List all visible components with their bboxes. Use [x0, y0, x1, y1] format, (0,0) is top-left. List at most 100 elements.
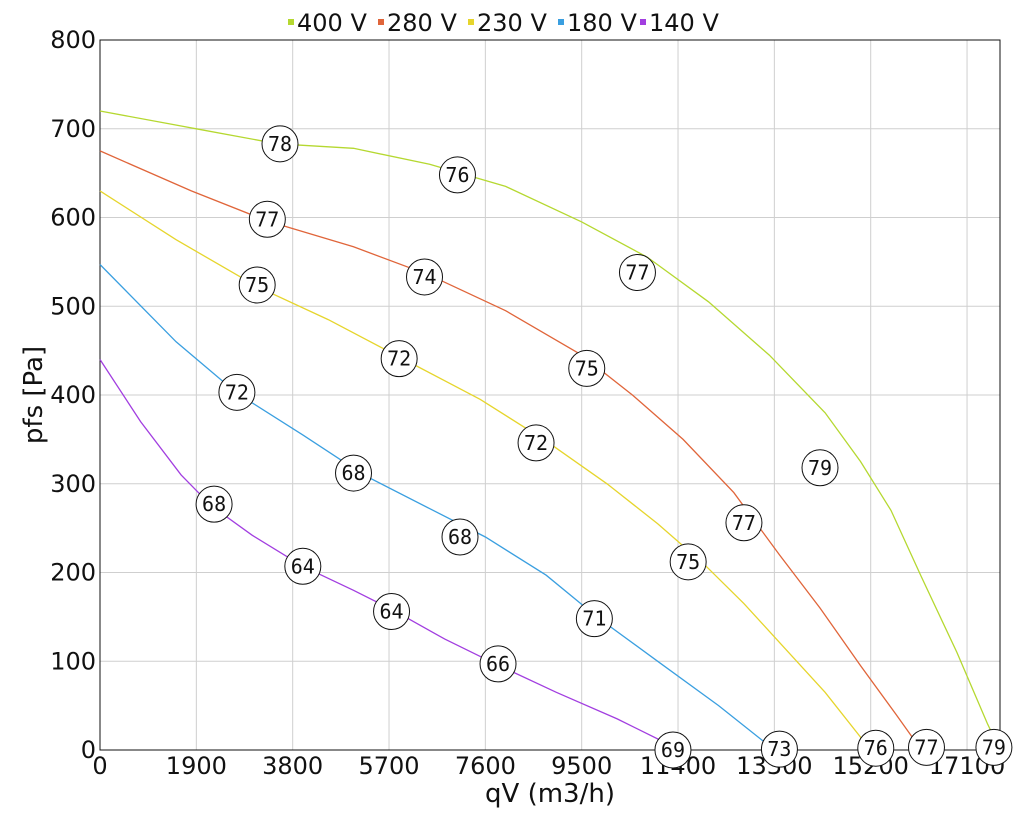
point-label-circle [218, 373, 256, 411]
point-label-text: 76 [445, 163, 469, 187]
series-line-140v [99, 359, 674, 748]
point-label-circle [568, 349, 606, 387]
point-label: 68 [441, 518, 479, 556]
point-label-text: 77 [255, 207, 279, 231]
point-label-text: 64 [380, 600, 404, 624]
point-label-text: 79 [808, 456, 832, 480]
point-label-text: 68 [341, 461, 365, 485]
point-label: 69 [654, 731, 692, 769]
legend-swatch [378, 19, 384, 25]
x-tick-label: 3800 [262, 752, 323, 780]
series-line-400v [99, 110, 1001, 751]
legend-label: 140 V [649, 9, 719, 37]
point-label: 75 [568, 349, 606, 387]
x-tick-label: 1900 [166, 752, 227, 780]
y-tick-label: 600 [50, 204, 96, 232]
point-label-circle [517, 424, 555, 462]
point-label: 72 [517, 424, 555, 462]
legend-swatch [558, 19, 564, 25]
point-label-circle [575, 600, 613, 638]
y-axis-ticks: 0 100 200 300 400 500 600 700 800 [50, 26, 96, 764]
point-label: 64 [284, 547, 322, 585]
point-label-text: 72 [225, 380, 249, 404]
point-label-circle [406, 258, 444, 296]
point-label: 77 [248, 200, 286, 238]
point-label: 72 [218, 373, 256, 411]
point-label-text: 78 [268, 132, 292, 156]
point-label-text: 68 [202, 492, 226, 516]
legend-swatch [640, 19, 646, 25]
y-tick-label: 0 [81, 736, 96, 764]
point-label-text: 75 [676, 550, 700, 574]
x-axis-ticks: 0190038005700760095001140013300152001710… [92, 752, 1005, 780]
point-label-text: 68 [448, 525, 472, 549]
point-label: 77 [618, 254, 656, 292]
legend: 400 V 280 V 230 V 180 V 140 V [288, 9, 719, 37]
point-label-text: 77 [732, 511, 756, 535]
point-label: 79 [975, 728, 1013, 766]
y-tick-label: 700 [50, 115, 96, 143]
point-label: 75 [669, 543, 707, 581]
point-label-circle [725, 504, 763, 542]
point-label-text: 75 [575, 356, 599, 380]
y-tick-label: 800 [50, 26, 96, 54]
point-label-text: 75 [245, 273, 269, 297]
point-label-circle [760, 730, 798, 768]
point-label-text: 72 [387, 347, 411, 371]
x-axis-title: qV (m3/h) [485, 779, 615, 809]
legend-label: 400 V [297, 9, 367, 37]
point-label-circle [618, 254, 656, 292]
point-label-circle [801, 449, 839, 487]
legend-label: 180 V [567, 9, 637, 37]
point-label-circle [373, 593, 411, 631]
legend-swatch [288, 19, 294, 25]
point-label-text: 72 [524, 431, 548, 455]
point-label-circle [380, 340, 418, 378]
point-label-text: 73 [767, 737, 791, 761]
point-label-circle [195, 485, 233, 523]
point-label: 64 [373, 593, 411, 631]
point-label-circle [261, 125, 299, 163]
point-label-circle [654, 731, 692, 769]
y-tick-label: 300 [50, 470, 96, 498]
point-label-circle [438, 156, 476, 194]
point-label-text: 74 [412, 265, 436, 289]
point-label: 68 [335, 454, 373, 492]
x-tick-label: 5700 [358, 752, 419, 780]
series-lines [99, 110, 1001, 751]
point-label-text: 64 [291, 554, 315, 578]
point-label: 72 [380, 340, 418, 378]
plot-frame [99, 39, 1001, 751]
legend-label: 230 V [477, 9, 547, 37]
point-label-circle [907, 728, 945, 766]
point-label: 77 [725, 504, 763, 542]
point-label: 76 [857, 729, 895, 767]
point-label-circle [441, 518, 479, 556]
point-label-circle [284, 547, 322, 585]
point-label-circle [335, 454, 373, 492]
point-label: 77 [907, 728, 945, 766]
point-label-text: 79 [982, 735, 1006, 759]
point-labels: 78 76 77 79 79 77 74 75 77 77 75 72 72 75 76 72 68 68 71 73… [195, 125, 1013, 769]
point-label: 73 [760, 730, 798, 768]
legend-label: 280 V [387, 9, 457, 37]
point-label: 76 [438, 156, 476, 194]
grid [100, 40, 1000, 750]
y-tick-label: 500 [50, 292, 96, 320]
point-label: 75 [238, 266, 276, 304]
point-label: 66 [479, 645, 517, 683]
point-label-text: 76 [864, 736, 888, 760]
point-label-circle [479, 645, 517, 683]
point-label-text: 66 [486, 652, 510, 676]
point-label-text: 77 [625, 261, 649, 285]
x-tick-label: 0 [92, 752, 107, 780]
point-label-text: 71 [582, 607, 606, 631]
point-label: 68 [195, 485, 233, 523]
point-label-circle [975, 728, 1013, 766]
point-label-circle [248, 200, 286, 238]
legend-swatch [468, 19, 474, 25]
x-tick-label: 7600 [455, 752, 516, 780]
y-tick-label: 400 [50, 381, 96, 409]
point-label-text: 77 [914, 735, 938, 759]
